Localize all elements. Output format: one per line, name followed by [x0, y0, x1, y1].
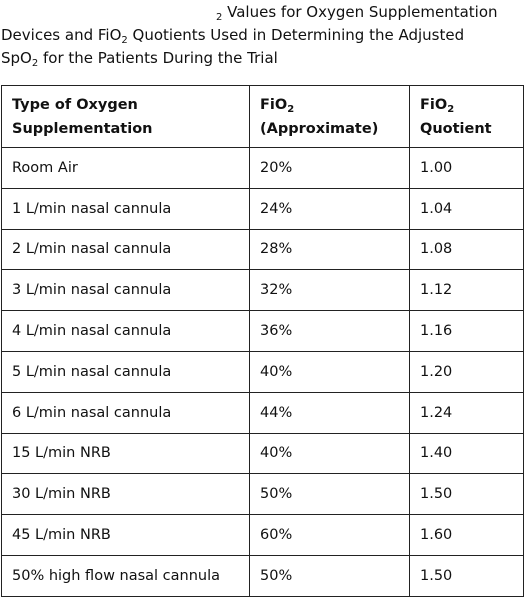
table-cell: 40%	[249, 432, 410, 475]
table-row: 50% high flow nasal cannula 50% 1.50	[1, 554, 524, 597]
table-row: 5 L/min nasal cannula 40% 1.20	[1, 350, 524, 393]
table-row: 1 L/min nasal cannula 24% 1.04	[1, 187, 524, 230]
table-cell: 3 L/min nasal cannula	[1, 269, 250, 312]
table-cell: 44%	[249, 391, 410, 434]
header-text: FiO	[260, 96, 288, 113]
caption-text: Values for Oxygen Supplementation	[222, 3, 498, 21]
table-cell: 1.16	[409, 310, 524, 352]
table-row: 6 L/min nasal cannula 44% 1.24	[1, 391, 524, 434]
table-cell: 1.50	[409, 554, 524, 597]
table-cell: 50% high flow nasal cannula	[1, 554, 250, 597]
header-text: Quotient	[420, 120, 492, 137]
header-cell: FiO2 (Approximate)	[249, 85, 410, 148]
table-cell: 1.40	[409, 432, 524, 475]
data-table: Type of Oxygen Supplementation FiO2 (Appro…	[1, 85, 524, 597]
table-cell: 36%	[249, 310, 410, 352]
table-row: 45 L/min NRB 60% 1.60	[1, 514, 524, 556]
table-cell: 50%	[249, 473, 410, 516]
subscript: 2	[287, 103, 295, 115]
table-cell: 40%	[249, 350, 410, 393]
table-cell: 50%	[249, 554, 410, 597]
table-cell: 1.12	[409, 269, 524, 312]
header-cell: Type of Oxygen Supplementation	[1, 85, 250, 148]
table-row: 4 L/min nasal cannula 36% 1.16	[1, 310, 524, 352]
table-cell: 1.00	[409, 147, 524, 189]
caption-text: SpO	[1, 49, 32, 67]
header-text: Type of Oxygen	[12, 96, 138, 113]
header-text: Supplementation	[12, 120, 153, 137]
table-cell: 1.60	[409, 514, 524, 556]
table-cell: 5 L/min nasal cannula	[1, 350, 250, 393]
table-cell: 32%	[249, 269, 410, 312]
table-cell: 1.20	[409, 350, 524, 393]
table-cell: 1.24	[409, 391, 524, 434]
caption-text: Devices and FiO	[1, 26, 122, 44]
table-cell: 1.04	[409, 187, 524, 230]
table-cell: 45 L/min NRB	[1, 514, 250, 556]
subscript: 2	[447, 103, 455, 115]
table-cell: 2 L/min nasal cannula	[1, 228, 250, 271]
table-cell: 60%	[249, 514, 410, 556]
header-cell: FiO2 Quotient	[409, 85, 524, 148]
table-cell: 1.50	[409, 473, 524, 516]
table-row: 30 L/min NRB 50% 1.50	[1, 473, 524, 516]
table-cell: 4 L/min nasal cannula	[1, 310, 250, 352]
caption-text: for the Patients During the Trial	[38, 49, 278, 67]
table-row: 15 L/min NRB 40% 1.40	[1, 432, 524, 475]
table-cell: Room Air	[1, 147, 250, 189]
header-text: FiO	[420, 96, 448, 113]
caption-line: 2 Values for Oxygen Supplementation	[216, 3, 524, 26]
table-body: Room Air 20% 1.00 1 L/min nasal cannula 24% 1…	[1, 147, 524, 597]
caption-line: Devices and FiO2 Quotients Used in Deter…	[1, 26, 524, 49]
table-cell: 6 L/min nasal cannula	[1, 391, 250, 434]
table-row: Room Air 20% 1.00	[1, 147, 524, 189]
subscript: 2	[216, 12, 223, 23]
subscript: 2	[31, 58, 39, 69]
caption-line: SpO2 for the Patients During the Trial	[1, 49, 524, 72]
header-row: Type of Oxygen Supplementation FiO2 (Appro…	[1, 85, 524, 148]
table-cell: 24%	[249, 187, 410, 230]
table-cell: 28%	[249, 228, 410, 271]
table-cell: 1 L/min nasal cannula	[1, 187, 250, 230]
table-cell: 20%	[249, 147, 410, 189]
subscript: 2	[121, 35, 128, 46]
table-cell: 30 L/min NRB	[1, 473, 250, 516]
table-row: 2 L/min nasal cannula 28% 1.08	[1, 228, 524, 271]
table-cell: 1.08	[409, 228, 524, 271]
header-text: (Approximate)	[260, 120, 379, 137]
table-row: 3 L/min nasal cannula 32% 1.12	[1, 269, 524, 312]
caption-text: Quotients Used in Determining the Adjust…	[127, 26, 465, 44]
table-cell: 15 L/min NRB	[1, 432, 250, 475]
